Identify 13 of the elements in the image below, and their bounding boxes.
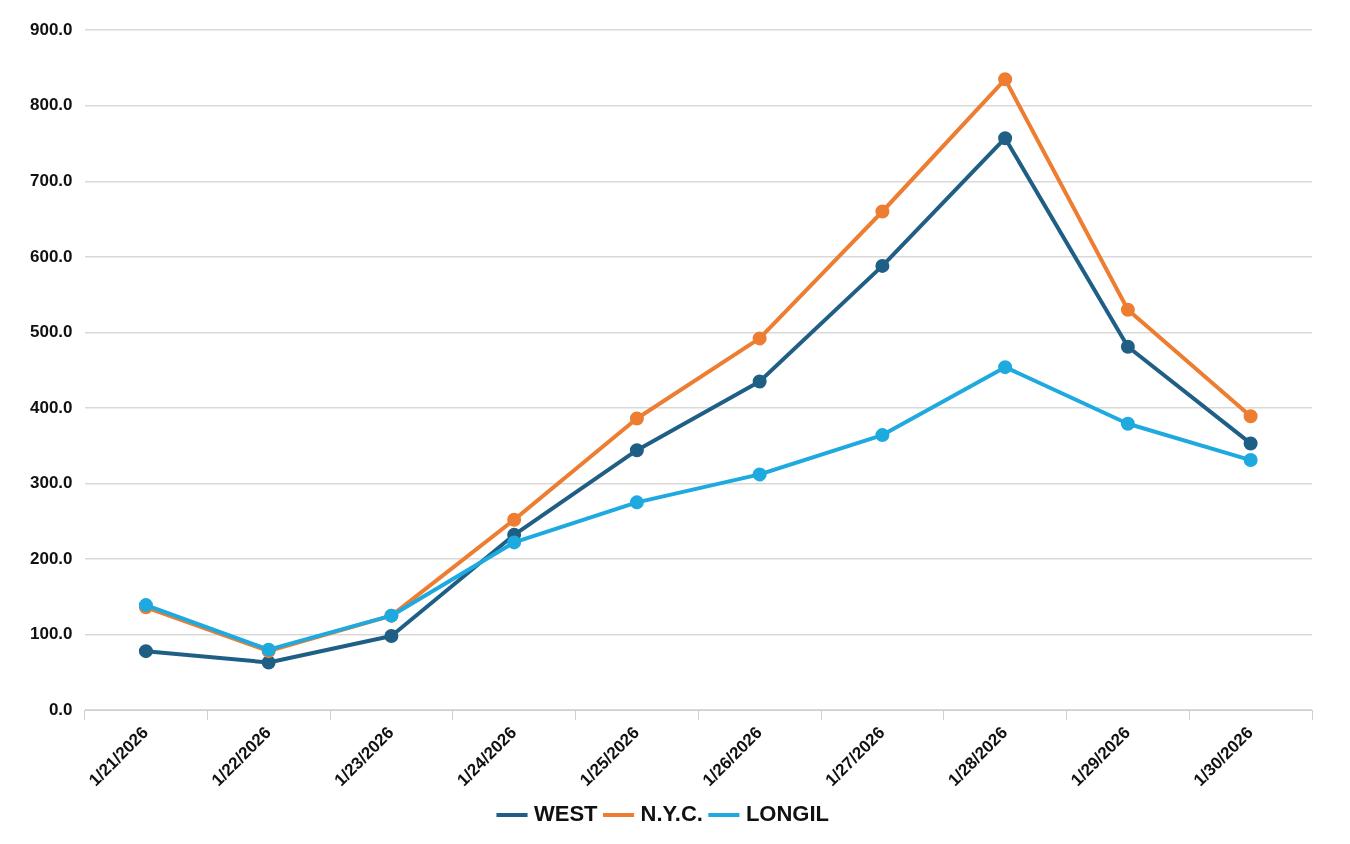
y-tick-label: 900.0 bbox=[29, 19, 73, 39]
y-tick-label: 100.0 bbox=[29, 624, 73, 644]
y-tick-label: 200.0 bbox=[29, 548, 73, 568]
y-tick-label: 800.0 bbox=[29, 95, 73, 115]
y-tick-label: 300.0 bbox=[29, 473, 73, 493]
y-tick-label: 400.0 bbox=[29, 397, 73, 417]
legend-label: N.Y.C. bbox=[640, 801, 703, 827]
legend-label: LONGIL bbox=[745, 801, 830, 827]
y-tick-label: 600.0 bbox=[29, 246, 73, 266]
y-tick-label: 0.0 bbox=[48, 699, 73, 719]
y-tick-label: 500.0 bbox=[29, 322, 73, 342]
y-tick-label: 700.0 bbox=[29, 170, 73, 190]
legend-label: WEST bbox=[534, 801, 599, 827]
